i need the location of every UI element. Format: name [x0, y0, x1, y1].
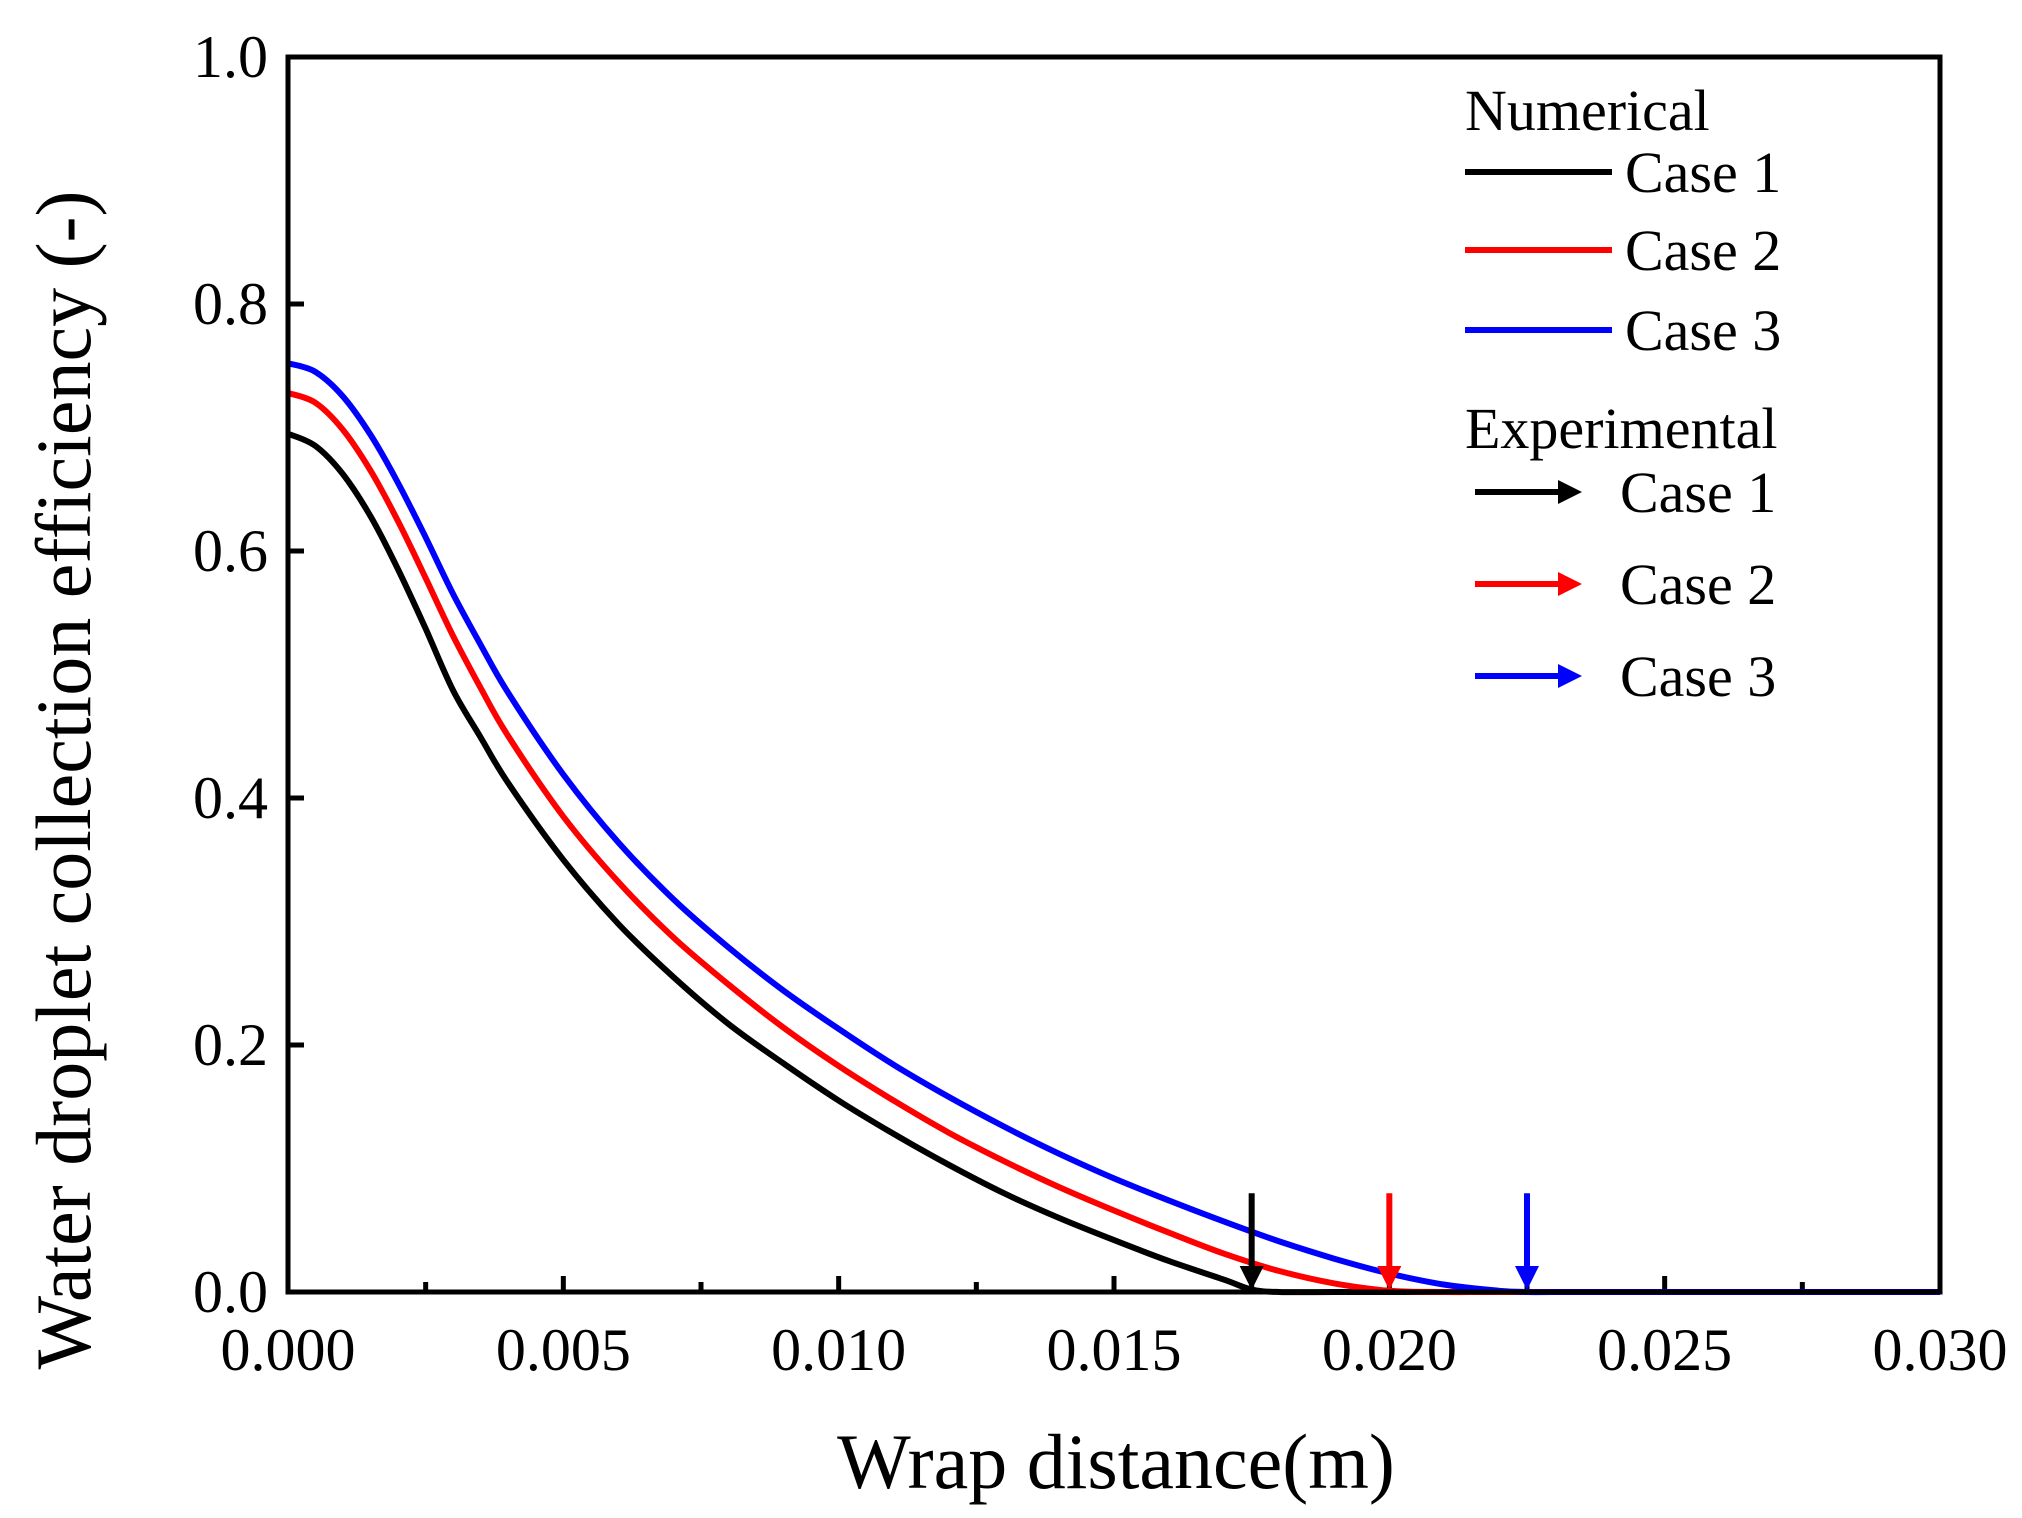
y-tick-label: 0.6: [193, 518, 268, 584]
legend-arrow-label-case-1: Case 1: [1620, 460, 1776, 525]
y-tick-label: 1.0: [193, 24, 268, 90]
x-tick-label: 0.020: [1322, 1317, 1457, 1383]
x-tick-label: 0.015: [1047, 1317, 1182, 1383]
legend-experimental-heading: Experimental: [1465, 396, 1777, 461]
legend-label-case-2: Case 2: [1625, 218, 1781, 283]
x-axis-title: Wrap distance(m): [837, 1418, 1395, 1505]
x-tick-label: 0.000: [221, 1317, 356, 1383]
x-tick-label: 0.010: [771, 1317, 906, 1383]
experimental-markers: [1239, 1193, 1539, 1290]
x-tick-label: 0.005: [496, 1317, 631, 1383]
legend-label-case-1: Case 1: [1625, 140, 1781, 205]
legend-label-case-3: Case 3: [1625, 298, 1781, 363]
x-tick-label: 0.030: [1873, 1317, 2008, 1383]
legend-arrow-label-case-2: Case 2: [1620, 552, 1776, 617]
y-tick-label: 0.8: [193, 271, 268, 337]
y-tick-label: 0.2: [193, 1012, 268, 1078]
legend-numerical-heading: Numerical: [1465, 78, 1710, 143]
tick-labels: 0.000 0.005 0.010 0.015 0.020 0.025 0.030 0.0 0.…: [193, 24, 2008, 1383]
plot-frame: [285, 54, 1943, 1295]
x-tick-label: 0.025: [1597, 1317, 1732, 1383]
y-axis-title: Water droplet collection efficiency (-): [20, 190, 107, 1369]
legend-arrow-label-case-3: Case 3: [1620, 644, 1776, 709]
y-tick-label: 0.0: [193, 1259, 268, 1325]
legend: Numerical Case 1 Case 2 Case 3 Experimen…: [1465, 78, 1781, 709]
y-tick-label: 0.4: [193, 765, 268, 831]
series-line-case-2: [286, 390, 1940, 1296]
